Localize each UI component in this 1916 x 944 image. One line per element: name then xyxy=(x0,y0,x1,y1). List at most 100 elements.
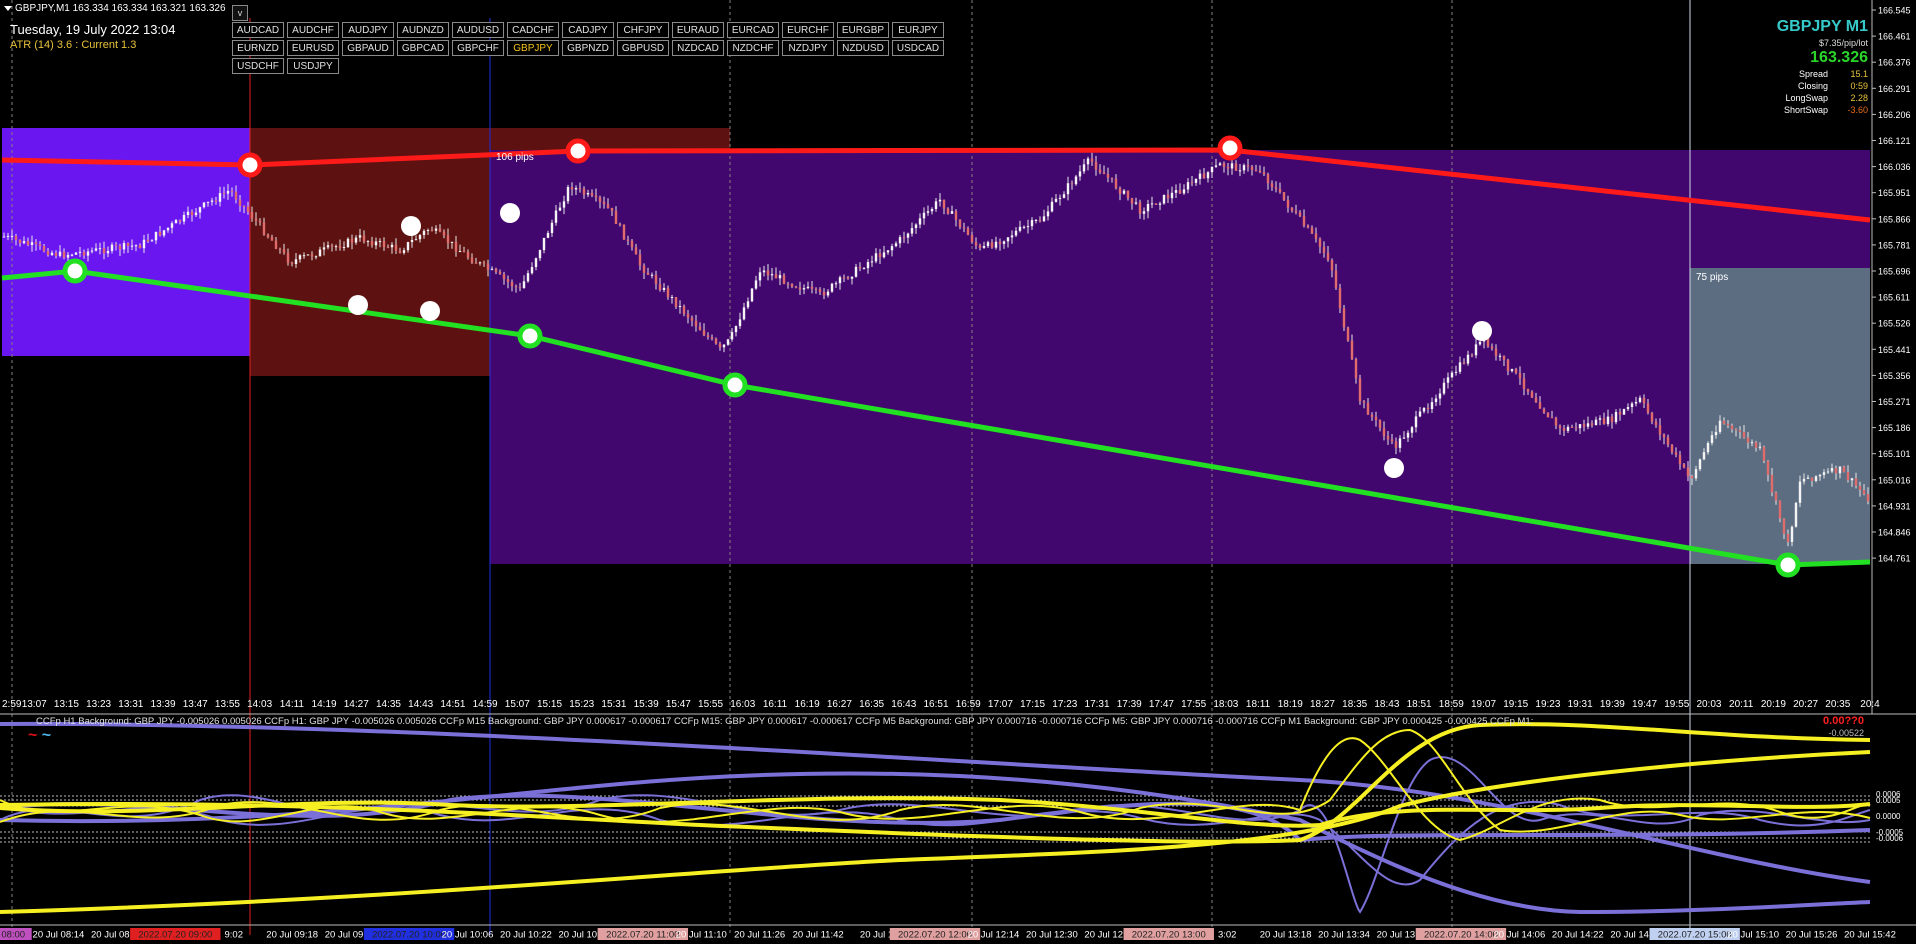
symbol-button-cadjpy[interactable]: CADJPY xyxy=(562,22,614,38)
candle-body xyxy=(1226,166,1230,169)
candle-body xyxy=(474,262,478,264)
stat-value: 15.1 xyxy=(1850,69,1868,79)
candle-body xyxy=(1686,467,1690,477)
candle-body xyxy=(1666,437,1670,445)
symbol-button-eurcad[interactable]: EURCAD xyxy=(727,22,779,38)
candle-body xyxy=(106,250,110,254)
candle-body xyxy=(1714,431,1718,436)
symbol-button-usdcad[interactable]: USDCAD xyxy=(892,40,944,56)
stat-row: ShortSwap -3.60 xyxy=(1748,105,1868,115)
price-label: 165.611 xyxy=(1878,293,1910,303)
candle-body xyxy=(398,250,402,253)
symbol-button-eurgbp[interactable]: EURGBP xyxy=(837,22,889,38)
candle-body xyxy=(490,268,494,270)
candle-body xyxy=(1830,468,1834,472)
symbol-name: GBPJPY M1 xyxy=(1776,18,1868,35)
symbol-button-chfjpy[interactable]: CHFJPY xyxy=(617,22,669,38)
time-label: 15:23 xyxy=(569,699,594,710)
time-label: 13:15 xyxy=(54,699,79,710)
time-label: 16:27 xyxy=(827,699,852,710)
candle-body xyxy=(550,222,554,233)
candle-body xyxy=(502,274,506,280)
time-label: 13:23 xyxy=(86,699,111,710)
candle-body xyxy=(146,239,150,242)
candle-body xyxy=(250,212,254,219)
candle-body xyxy=(1498,355,1502,357)
candle-body xyxy=(1430,402,1434,410)
symbol-button-nzdusd[interactable]: NZDUSD xyxy=(837,40,889,56)
symbol-button-eurnzd[interactable]: EURNZD xyxy=(232,40,284,56)
candle-body xyxy=(742,307,746,320)
time-label: 20 Jul 10:38 xyxy=(558,930,610,941)
candle-body xyxy=(1738,430,1742,432)
pairs-toggle-button[interactable]: v xyxy=(232,5,248,21)
candle-body xyxy=(1174,190,1178,193)
time-label: 14:59 xyxy=(473,699,498,710)
symbol-button-gbpjpy[interactable]: GBPJPY xyxy=(507,40,559,56)
candle-body xyxy=(1118,188,1122,194)
symbol-button-audjpy[interactable]: AUDJPY xyxy=(342,22,394,38)
symbol-button-audcad[interactable]: AUDCAD xyxy=(232,22,284,38)
candle-body xyxy=(1362,401,1366,403)
candle-body xyxy=(794,286,798,288)
candle-body xyxy=(730,332,734,340)
symbol-button-nzdchf[interactable]: NZDCHF xyxy=(727,40,779,56)
candle-body xyxy=(938,199,942,202)
symbol-button-euraud[interactable]: EURAUD xyxy=(672,22,724,38)
candle-body xyxy=(578,188,582,190)
time-label: 15:47 xyxy=(666,699,691,710)
indicator-scale-label: 0.0005 xyxy=(1876,796,1901,805)
symbol-button-gbpaud[interactable]: GBPAUD xyxy=(342,40,394,56)
time-label: 13:07 xyxy=(22,699,47,710)
candle-body xyxy=(1266,174,1270,184)
fractal-dot xyxy=(1384,458,1404,478)
time-label: 20 Jul 13:18 xyxy=(1260,930,1312,941)
candle-body xyxy=(94,248,98,251)
candle-body xyxy=(434,228,438,231)
candle-body xyxy=(194,212,198,216)
symbol-button-eurusd[interactable]: EURUSD xyxy=(287,40,339,56)
candle-body xyxy=(526,273,530,282)
candle-body xyxy=(618,223,622,225)
candle-body xyxy=(1358,378,1362,402)
candle-body xyxy=(1270,183,1274,188)
candle-body xyxy=(1370,414,1374,417)
symbol-button-gbpcad[interactable]: GBPCAD xyxy=(397,40,449,56)
symbol-button-nzdjpy[interactable]: NZDJPY xyxy=(782,40,834,56)
time-label: 18:51 xyxy=(1407,699,1432,710)
symbol-button-cadchf[interactable]: CADCHF xyxy=(507,22,559,38)
fractal-dot xyxy=(348,295,368,315)
symbol-button-audchf[interactable]: AUDCHF xyxy=(287,22,339,38)
chart-menu-icon[interactable] xyxy=(4,5,12,11)
candle-body xyxy=(642,265,646,273)
candle-body xyxy=(598,197,602,202)
symbol-button-audnzd[interactable]: AUDNZD xyxy=(397,22,449,38)
symbol-button-eurjpy[interactable]: EURJPY xyxy=(892,22,944,38)
symbol-button-audusd[interactable]: AUDUSD xyxy=(452,22,504,38)
time-label: 15:31 xyxy=(601,699,626,710)
candle-body xyxy=(346,238,350,248)
symbol-button-gbpusd[interactable]: GBPUSD xyxy=(617,40,669,56)
candle-body xyxy=(354,237,358,243)
candle-body xyxy=(162,230,166,236)
candle-body xyxy=(1702,452,1706,460)
symbol-button-gbpnzd[interactable]: GBPNZD xyxy=(562,40,614,56)
symbol-button-nzdcad[interactable]: NZDCAD xyxy=(672,40,724,56)
candle-body xyxy=(1246,165,1250,167)
candle-body xyxy=(466,251,470,258)
symbol-button-gbpchf[interactable]: GBPCHF xyxy=(452,40,504,56)
symbol-button-usdjpy[interactable]: USDJPY xyxy=(287,58,339,74)
candle-body xyxy=(958,219,962,228)
candle-body xyxy=(990,242,994,248)
candle-body xyxy=(610,207,614,211)
symbol-button-usdchf[interactable]: USDCHF xyxy=(232,58,284,74)
candle-body xyxy=(798,287,802,290)
symbol-button-eurchf[interactable]: EURCHF xyxy=(782,22,834,38)
candle-body xyxy=(998,241,1002,244)
candle-body xyxy=(886,250,890,253)
candle-body xyxy=(114,244,118,246)
candle-body xyxy=(1258,170,1262,173)
current-price: 163.326 xyxy=(1810,49,1868,66)
candle-body xyxy=(746,301,750,308)
